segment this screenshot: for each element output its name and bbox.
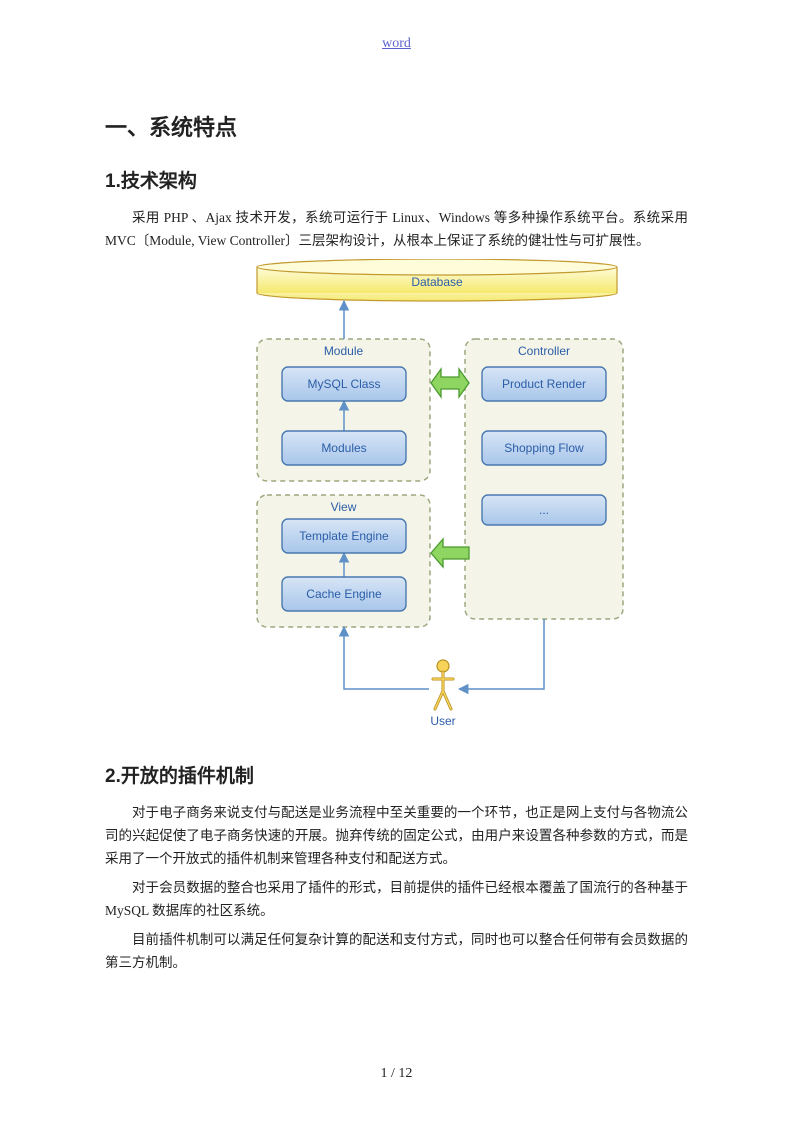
svg-text:MySQL Class: MySQL Class bbox=[307, 377, 380, 391]
heading-2-tech: 1.技术架构 bbox=[105, 166, 688, 193]
mvc-diagram: Database Module Controller View MySQL Class M… bbox=[167, 259, 627, 739]
svg-text:Modules: Modules bbox=[321, 441, 366, 455]
page-number: 1 / 12 bbox=[0, 1066, 793, 1082]
diagram-svg: Database Module Controller View MySQL Class M… bbox=[167, 259, 627, 739]
svg-text:...: ... bbox=[538, 503, 548, 517]
svg-text:Cache Engine: Cache Engine bbox=[306, 587, 382, 601]
svg-text:View: View bbox=[330, 500, 356, 514]
page-content: 一、系统特点 1.技术架构 采用 PHP 、Ajax 技术开发，系统可运行于 L… bbox=[105, 110, 688, 974]
svg-text:Template Engine: Template Engine bbox=[299, 529, 389, 543]
svg-text:Product Render: Product Render bbox=[501, 377, 585, 391]
paragraph-4: 目前插件机制可以满足任何复杂计算的配送和支付方式，同时也可以整合任何带有会员数据… bbox=[105, 929, 688, 975]
svg-text:Shopping Flow: Shopping Flow bbox=[504, 441, 584, 455]
heading-1: 一、系统特点 bbox=[105, 110, 688, 142]
svg-text:User: User bbox=[430, 714, 455, 728]
header-link-text[interactable]: word bbox=[382, 36, 411, 51]
heading-2-plugin: 2.开放的插件机制 bbox=[105, 761, 688, 788]
svg-text:Module: Module bbox=[323, 344, 363, 358]
svg-text:Controller: Controller bbox=[517, 344, 569, 358]
svg-text:Database: Database bbox=[411, 275, 463, 289]
header-link[interactable]: word bbox=[0, 36, 793, 52]
paragraph-3: 对于会员数据的整合也采用了插件的形式，目前提供的插件已经根本覆盖了国流行的各种基… bbox=[105, 877, 688, 923]
paragraph-1: 采用 PHP 、Ajax 技术开发，系统可运行于 Linux、Windows 等… bbox=[105, 207, 688, 253]
paragraph-2: 对于电子商务来说支付与配送是业务流程中至关重要的一个环节，也正是网上支付与各物流… bbox=[105, 802, 688, 871]
